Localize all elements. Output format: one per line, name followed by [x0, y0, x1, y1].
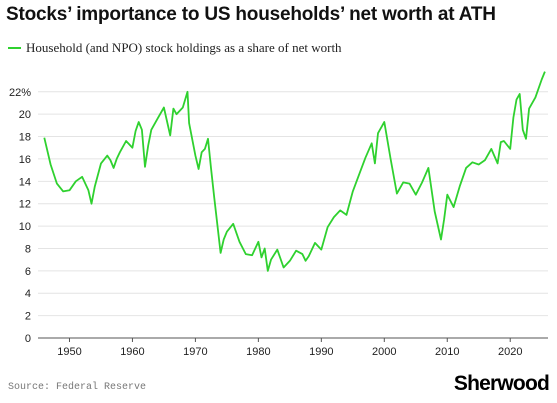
y-tick-label: 2 — [25, 311, 31, 323]
source-note: Source: Federal Reserve — [8, 382, 147, 393]
x-tick-label: 1970 — [183, 346, 207, 358]
y-tick-label: 8 — [25, 243, 31, 255]
x-tick-label: 2020 — [498, 346, 522, 358]
x-axis-tick-labels: 1950 1960 1970 1980 1990 2000 2010 2020 — [57, 338, 522, 358]
x-tick-label: 1980 — [246, 346, 270, 358]
y-tick-label: 16 — [19, 154, 31, 166]
chart-title: Stocks’ importance to US households’ net… — [6, 4, 496, 25]
x-tick-label: 2010 — [435, 346, 459, 358]
y-tick-label: 14 — [19, 176, 31, 188]
x-tick-label: 1960 — [120, 346, 144, 358]
x-tick-label: 2000 — [372, 346, 396, 358]
series-layer — [43, 71, 546, 272]
legend-swatch — [8, 47, 21, 49]
brand-logo: Sherwood — [453, 372, 550, 395]
x-tick-label: 1990 — [309, 346, 333, 358]
gridlines — [38, 91, 548, 339]
y-tick-label: 20 — [19, 109, 31, 121]
y-tick-label: 0 — [25, 333, 31, 345]
y-tick-label: 18 — [19, 132, 31, 144]
y-tick-label: 6 — [25, 266, 31, 278]
y-tick-label: 4 — [25, 288, 31, 300]
legend-label: Household (and NPO) stock holdings as a … — [26, 40, 342, 55]
y-tick-label: 22% — [9, 87, 31, 99]
x-tick-label: 1950 — [57, 346, 81, 358]
chart-legend: Household (and NPO) stock holdings as a … — [8, 40, 342, 56]
y-tick-label: 12 — [19, 199, 31, 211]
series-line — [43, 71, 546, 272]
y-axis-tick-labels: 0 2 4 6 8 10 12 14 16 18 20 22% — [9, 87, 31, 345]
y-tick-label: 10 — [19, 221, 31, 233]
